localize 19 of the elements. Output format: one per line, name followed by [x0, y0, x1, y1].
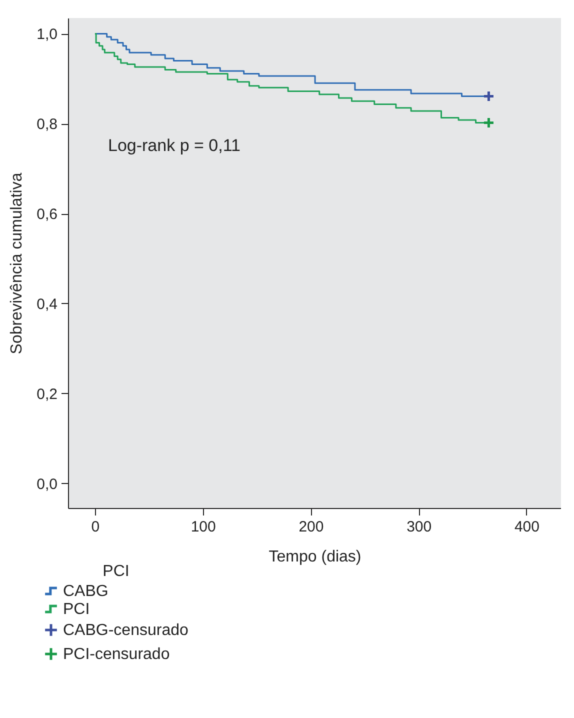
- y-tick-label: 0,6: [36, 206, 58, 224]
- x-tick-label: 200: [298, 518, 324, 536]
- legend-label: PCI-censurado: [63, 646, 170, 663]
- legend-title: PCI: [102, 563, 130, 580]
- legend-label: CABG-censurado: [63, 622, 188, 639]
- x-tick-label: 0: [91, 518, 100, 536]
- y-axis-title: Sobrevivência cumulativa: [8, 172, 26, 354]
- x-tick-label: 100: [190, 518, 216, 536]
- y-tick-label: 0,0: [36, 476, 58, 493]
- y-tick-label: 0,8: [36, 116, 58, 134]
- x-tick-label: 400: [514, 518, 540, 536]
- y-tick-label: 0,4: [36, 296, 58, 313]
- legend-label: PCI: [63, 601, 90, 618]
- annotation: Log-rank p = 0,11: [108, 136, 240, 155]
- legend-label: CABG: [63, 583, 108, 600]
- x-axis-title: Tempo (dias): [268, 548, 362, 566]
- x-tick-label: 300: [406, 518, 432, 536]
- y-tick-label: 1,0: [36, 26, 58, 44]
- y-tick-label: 0,2: [36, 386, 58, 403]
